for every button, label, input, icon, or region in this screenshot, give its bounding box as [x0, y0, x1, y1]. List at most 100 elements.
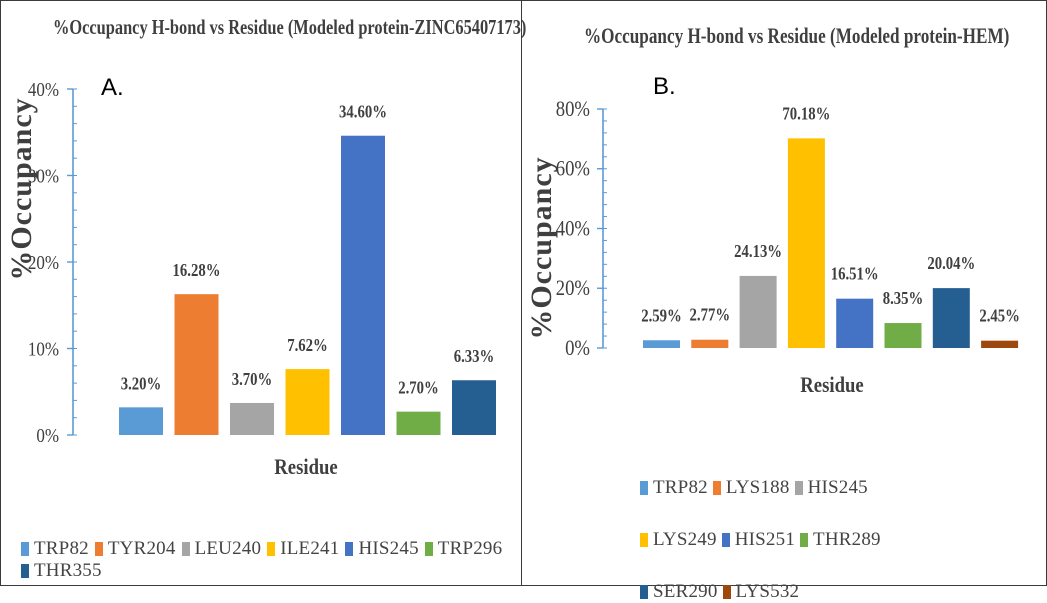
legend-item-lys249: LYS249 — [640, 529, 717, 551]
bar-ile241 — [285, 369, 330, 435]
legend-item-ile241: ILE241 — [267, 538, 339, 560]
legend-label: THR289 — [813, 529, 881, 550]
bar-trp82 — [119, 407, 163, 435]
legend-label: HIS251 — [734, 529, 796, 550]
legend-label: SER290 — [653, 581, 718, 602]
x-axis-label: Residue — [800, 374, 863, 398]
legend-label: LYS532 — [735, 581, 800, 602]
legend-item-trp296: TRP296 — [424, 538, 503, 560]
chart-b-plot: 0% 20% 40% 60% 80% 2.59% 2.77% 24.13% 70.18% 16.5… — [525, 98, 1020, 398]
legend-swatch — [181, 542, 190, 556]
legend-item-leu240: LEU240 — [181, 538, 262, 560]
y-tick-label: 60% — [556, 157, 590, 181]
legend-swatch — [722, 585, 731, 599]
legend-label: THR355 — [34, 560, 102, 581]
data-label: 2.45% — [979, 305, 1020, 326]
panel-a: %Occupancy H-bond vs Residue (Modeled pr… — [1, 1, 526, 585]
bar-his245 — [739, 275, 777, 348]
legend-label: TRP82 — [653, 477, 708, 498]
legend-label: LEU240 — [194, 538, 262, 559]
bar-lys249 — [787, 138, 825, 348]
bar-leu240 — [230, 402, 274, 435]
legend-swatch — [424, 542, 433, 556]
y-axis-label: %Occupancy — [525, 156, 558, 339]
legend-item-lys532: LYS532 — [722, 581, 800, 603]
legend-label: TRP296 — [437, 538, 503, 559]
data-label: 6.33% — [454, 346, 495, 367]
bar-trp82 — [643, 340, 680, 348]
bar-his245 — [341, 135, 385, 435]
bar-trp296 — [396, 411, 441, 435]
legend-item-his245: HIS245 — [345, 538, 419, 560]
legend-item-ser290: SER290 — [640, 581, 718, 603]
legend-b: TRP82 LYS188 HIS245 LYS249 HIS251 THR289 SER29… — [640, 477, 940, 603]
legend-swatch — [94, 542, 103, 556]
y-tick-label: 30% — [28, 165, 59, 188]
data-label: 2.77% — [690, 304, 731, 325]
chart-title-b: %Occupancy H-bond vs Residue (Modeled pr… — [584, 23, 1010, 48]
bar-thr289 — [884, 323, 922, 348]
legend-swatch — [640, 481, 648, 495]
bar-his251 — [836, 298, 874, 348]
bar-thr355 — [452, 380, 496, 435]
legend-swatch — [21, 542, 29, 556]
data-label: 20.04% — [927, 253, 975, 274]
legend-item-thr355: THR355 — [21, 560, 102, 582]
data-label: 8.35% — [883, 288, 924, 309]
data-label: 2.70% — [398, 377, 439, 398]
data-label: 70.18% — [782, 103, 830, 124]
y-tick-label: 20% — [28, 252, 59, 275]
legend-a: TRP82 TYR204 LEU240 ILE241 HIS245 TRP296 THR35… — [21, 538, 521, 582]
bar-tyr204 — [174, 294, 219, 435]
legend-label: HIS245 — [358, 538, 419, 559]
data-label: 34.60% — [339, 101, 387, 122]
data-label: 3.70% — [232, 369, 273, 390]
legend-label: ILE241 — [280, 538, 340, 559]
legend-swatch — [21, 564, 29, 578]
y-tick-label: 10% — [28, 338, 59, 361]
legend-swatch — [640, 533, 648, 547]
legend-swatch — [721, 533, 730, 547]
legend-label: TYR204 — [107, 538, 176, 559]
y-tick-label: 80% — [556, 98, 590, 122]
panel-divider — [521, 1, 522, 585]
legend-label: LYS249 — [653, 529, 717, 550]
legend-label: LYS188 — [725, 477, 790, 498]
data-label: 3.20% — [121, 373, 162, 394]
panel-label-a: A. — [101, 74, 124, 101]
bar-lys532 — [981, 340, 1019, 348]
legend-swatch — [712, 481, 721, 495]
legend-item-trp82: TRP82 — [21, 538, 89, 560]
data-label: 16.28% — [173, 260, 221, 281]
legend-swatch — [800, 533, 809, 547]
data-label: 2.59% — [641, 305, 682, 326]
chart-a-plot: 0% 10% 20% 30% 40% 3.20% 16.28% 3.70% 7.62% 34.60… — [5, 79, 496, 480]
y-tick-label: 20% — [556, 277, 590, 301]
y-tick-label: 40% — [556, 217, 590, 241]
legend-item-his251: HIS251 — [721, 529, 796, 551]
chart-title-a: %Occupancy H-bond vs Residue (Modeled pr… — [53, 15, 527, 39]
legend-label: TRP82 — [34, 538, 89, 559]
legend-swatch — [640, 585, 648, 599]
x-axis-label: Residue — [274, 456, 337, 480]
y-axis-label: %Occupancy — [5, 97, 38, 280]
legend-item-lys188: LYS188 — [712, 477, 790, 499]
data-label: 24.13% — [734, 241, 782, 262]
data-label: 7.62% — [287, 335, 328, 356]
panel-b: %Occupancy H-bond vs Residue (Modeled pr… — [522, 1, 1046, 602]
y-tick-label: 0% — [36, 425, 59, 448]
y-tick-label: 40% — [28, 79, 59, 102]
panel-label-b: B. — [653, 73, 676, 100]
legend-item-trp82: TRP82 — [640, 477, 708, 499]
legend-item-his245: HIS245 — [794, 477, 868, 499]
legend-swatch — [794, 481, 803, 495]
bar-ser290 — [932, 288, 970, 348]
data-label: 16.51% — [831, 263, 879, 284]
legend-swatch — [345, 542, 354, 556]
y-tick-label: 0% — [565, 337, 590, 361]
legend-item-thr289: THR289 — [800, 529, 881, 551]
bar-lys188 — [691, 339, 729, 348]
legend-label: HIS245 — [807, 477, 868, 498]
legend-swatch — [267, 542, 276, 556]
